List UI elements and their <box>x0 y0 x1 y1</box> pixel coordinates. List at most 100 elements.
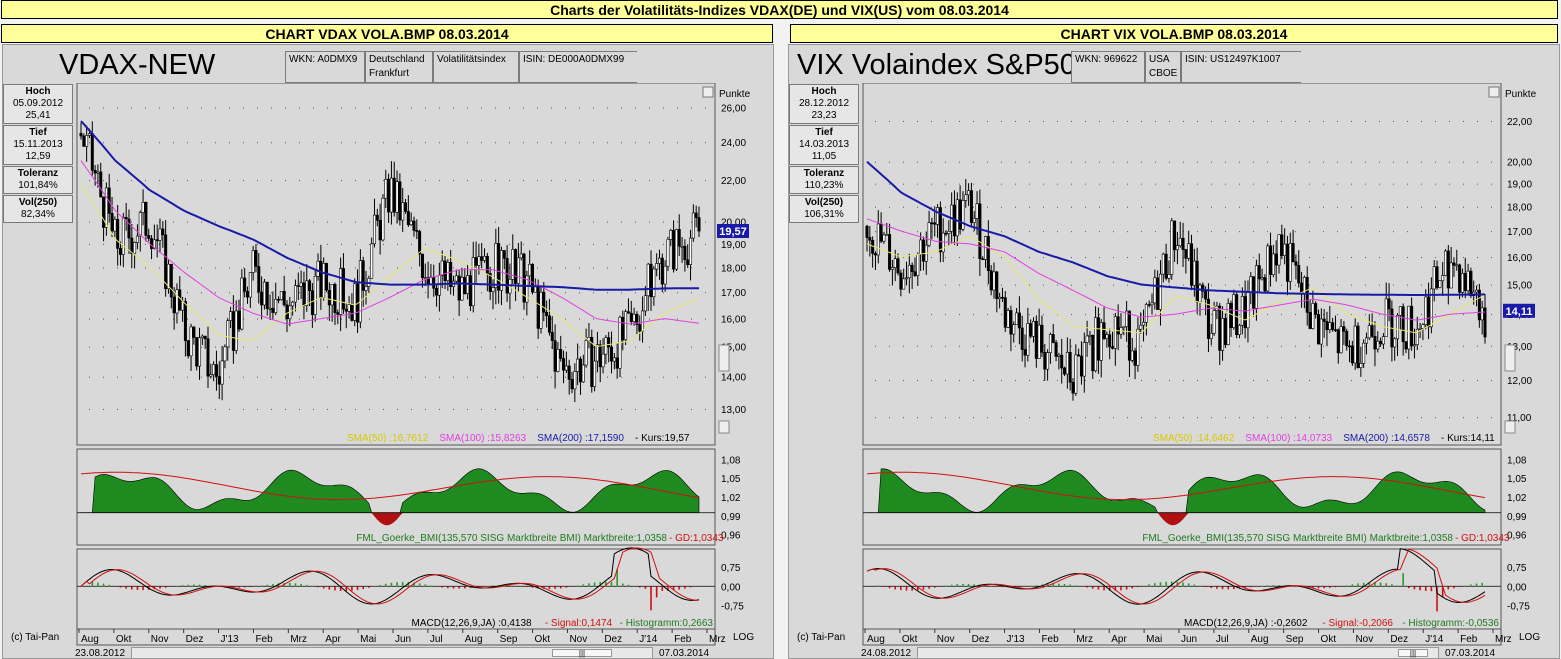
price-scroll-handle[interactable] <box>1504 344 1516 372</box>
stat-vol250: Vol(250) 82,34% <box>3 195 73 223</box>
price-tick-label: 22,00 <box>1507 117 1532 128</box>
month-label: Feb <box>255 634 273 645</box>
month-label: Mrz <box>290 634 307 645</box>
month-label: Feb <box>1460 634 1478 645</box>
price-tick-label: 11,00 <box>1507 413 1532 424</box>
month-label: Aug <box>867 634 885 645</box>
month-label: Sep <box>1286 634 1304 645</box>
month-label: Nov <box>937 634 955 645</box>
month-label: Mai <box>1146 634 1162 645</box>
breadth-tick-label: 1,08 <box>1507 455 1527 466</box>
month-label: Nov <box>569 634 587 645</box>
time-scrollbar[interactable]: ||| <box>917 647 1439 658</box>
price-tick-label: 13,00 <box>1507 342 1532 353</box>
month-axis-frame <box>862 628 1502 646</box>
price-tick-label: 20,00 <box>1507 158 1532 169</box>
legend-sma100: SMA(100) :15,8263 <box>439 433 526 444</box>
month-label: Okt <box>1321 634 1337 645</box>
exchange-label: CBOE <box>1149 68 1178 79</box>
month-label: Dez <box>1390 634 1408 645</box>
macd-signal-legend: - Signal:-0,2066 <box>1322 618 1393 629</box>
instrument-name: VIX Volaindex S&P500 <box>797 49 1093 81</box>
stat-tief: Tief 15.11.2013 12,59 <box>3 125 73 165</box>
series-line-sma50 <box>866 236 1486 334</box>
panel-banner-vix: CHART VIX VOLA.BMP 08.03.2014 <box>790 24 1558 43</box>
month-label: Jun <box>1181 634 1197 645</box>
scrollbar-thumb[interactable]: ||| <box>552 649 612 658</box>
series-line-sma200 <box>866 160 1486 296</box>
macd-tick-label: 0,00 <box>721 582 741 593</box>
start-date-label: 24.08.2012 <box>861 648 912 659</box>
month-label: Feb <box>674 634 692 645</box>
macd-tick-label: 0,75 <box>1507 563 1527 574</box>
breadth-tick-label: 0,96 <box>721 531 741 542</box>
log-toggle[interactable]: LOG <box>1519 632 1541 643</box>
series-line-sma50 <box>80 183 700 347</box>
stat-hoch: Hoch 05.09.2012 25,41 <box>3 84 73 124</box>
price-tick-label: 14,00 <box>721 373 746 384</box>
panel-menu-button[interactable] <box>1488 86 1500 98</box>
stat-tief: Tief 14.03.2013 11,05 <box>789 125 859 165</box>
legend-kurs: - Kurs:14,11 <box>1441 433 1495 444</box>
log-toggle[interactable]: LOG <box>733 632 755 643</box>
month-label: J'13 <box>221 634 239 645</box>
country-exchange-field: Deutschland Frankfurt <box>365 51 433 83</box>
price-tick-label: 13,00 <box>721 405 746 416</box>
stat-label: Vol(250) <box>804 197 844 208</box>
month-label: Okt <box>535 634 551 645</box>
price-tick-label: 19,00 <box>1507 180 1532 191</box>
month-label: Dez <box>972 634 990 645</box>
current-price-marker <box>717 223 749 238</box>
price-scroll-down[interactable] <box>1504 420 1516 434</box>
panel-menu-button[interactable] <box>702 86 714 98</box>
macd-signal-line <box>866 548 1486 605</box>
month-label: Jun <box>395 634 411 645</box>
breadth-tick-label: 1,02 <box>721 493 741 504</box>
legend-sma50: SMA(50) :16,7612 <box>347 433 429 444</box>
breadth-tick-label: 0,99 <box>721 512 741 523</box>
price-plot-frame <box>76 83 716 446</box>
stat-value: 11,05 <box>811 151 837 162</box>
breadth-tick-label: 0,99 <box>1507 512 1527 523</box>
instrument-name: VDAX-NEW <box>59 49 216 81</box>
month-label: Mrz <box>709 634 726 645</box>
breadth-gd-line <box>80 471 700 501</box>
macd-line <box>80 547 700 605</box>
stat-value: 14.03.2013 <box>798 139 850 150</box>
month-label: J'14 <box>639 634 657 645</box>
scrollbar-thumb[interactable]: ||| <box>1398 649 1428 658</box>
price-tick-label: 26,00 <box>721 103 746 114</box>
stat-value: 110,23% <box>804 180 844 191</box>
breadth-gd-legend: - GD:1,0343 <box>1455 533 1510 544</box>
month-label: Dez <box>186 634 204 645</box>
stat-vol250: Vol(250) 106,31% <box>789 195 859 223</box>
month-label: J'14 <box>1425 634 1443 645</box>
stat-value: 106,31% <box>804 209 844 220</box>
chart-panel-vix: VIX Volaindex S&P500 WKN: 969622 USA CBOE… <box>788 44 1560 659</box>
price-scroll-down[interactable] <box>718 420 730 434</box>
legend-sma50: SMA(50) :14,6462 <box>1153 433 1235 444</box>
stat-label: Tief <box>29 127 47 138</box>
chart-svg: 22,0020,0019,0018,0017,0016,0015,0014,00… <box>862 83 1537 646</box>
category-field: Volatilitätsindex <box>433 51 519 83</box>
macd-tick-label: -0,75 <box>721 601 744 612</box>
month-label: Mai <box>360 634 376 645</box>
price-plot-frame <box>862 83 1502 446</box>
stat-label: Tief <box>815 127 833 138</box>
stat-value: 25,41 <box>25 110 51 121</box>
price-scroll-handle[interactable] <box>718 344 730 372</box>
macd-hist-legend: - Histogramm:-0,0536 <box>1402 618 1499 629</box>
stat-value: 101,84% <box>18 180 58 191</box>
chart-area: 26,00 24,00 22,00 20,00 19,00 18,00 17,00 16,00… <box>73 83 773 651</box>
macd-plot-frame <box>862 548 1502 630</box>
price-unit-label: Punkte <box>1505 89 1537 100</box>
stat-value: 05.09.2012 <box>12 98 64 109</box>
month-label: Aug <box>465 634 483 645</box>
time-scrollbar[interactable]: ||| <box>131 647 653 658</box>
breadth-legend: FML_Goerke_BMI(135,570 SISG Marktbreite … <box>356 533 667 544</box>
series-line-sma100 <box>866 218 1486 321</box>
month-label: Jul <box>1216 634 1229 645</box>
country-label: Deutschland <box>369 54 425 65</box>
month-label: Mrz <box>1076 634 1093 645</box>
month-label: Okt <box>116 634 132 645</box>
